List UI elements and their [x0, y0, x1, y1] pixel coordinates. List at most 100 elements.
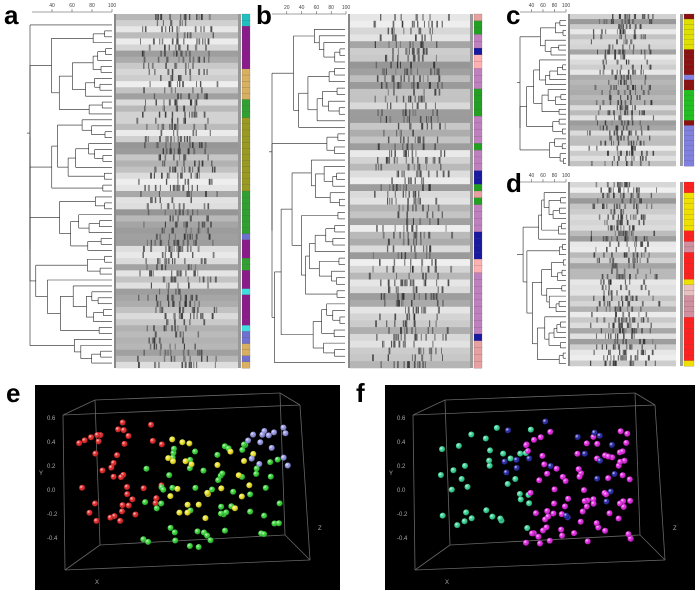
gel-band — [602, 59, 605, 65]
gel-band — [617, 90, 620, 96]
gel-band — [216, 306, 218, 314]
gel-band — [164, 87, 166, 94]
gel-band — [196, 44, 198, 51]
gel-band — [407, 204, 409, 212]
gel-band — [164, 209, 166, 216]
gel-band — [382, 231, 385, 239]
gel-band — [630, 130, 633, 136]
gel-band — [605, 59, 607, 65]
gel-band — [625, 236, 628, 242]
gel-lane — [350, 150, 470, 158]
gel-band — [649, 49, 652, 55]
gel-band — [190, 172, 192, 179]
gel-band — [173, 50, 175, 57]
gel-band — [153, 343, 156, 350]
gel-band — [395, 197, 397, 205]
gel-band — [192, 62, 194, 69]
gel-band — [622, 317, 625, 323]
gel-band — [620, 135, 622, 141]
gel-band — [180, 44, 182, 51]
gel-band — [165, 111, 167, 118]
gel-band — [199, 172, 200, 179]
gel-band — [604, 49, 606, 55]
point-shade — [551, 486, 558, 493]
gel-band — [164, 264, 167, 271]
gel-band — [602, 236, 605, 242]
gel-band — [590, 160, 593, 166]
gel-band — [630, 230, 632, 237]
gel-band — [414, 109, 417, 117]
point-shade — [581, 450, 588, 457]
gel-lane — [570, 263, 676, 269]
gel-band — [411, 225, 414, 232]
gel-band — [635, 203, 637, 210]
gel-band — [405, 156, 407, 164]
gel-band — [150, 239, 153, 246]
gel-band — [632, 84, 634, 90]
gel-band — [619, 182, 622, 188]
gel-band — [173, 129, 175, 137]
gel-band — [413, 361, 416, 368]
scale-label: 100 — [562, 173, 571, 179]
gel-band — [609, 241, 611, 247]
gel-band — [639, 95, 641, 101]
gel-band — [442, 299, 444, 307]
gel-band — [155, 294, 158, 301]
gel-band — [395, 41, 397, 49]
gel-band — [412, 48, 414, 55]
gel-band — [622, 209, 625, 215]
gel-band — [621, 198, 624, 204]
gel-band — [631, 110, 633, 116]
gel-band — [168, 81, 171, 88]
gel-band — [627, 120, 630, 126]
point-shade — [497, 515, 504, 522]
gel-band — [394, 34, 396, 42]
gel-band — [643, 236, 646, 242]
gel-band — [157, 56, 160, 63]
gel-band — [200, 349, 203, 356]
gel-band — [182, 349, 185, 356]
gel-band — [654, 274, 657, 280]
gel-band — [629, 225, 631, 231]
gel-band — [170, 136, 172, 143]
gel-band — [637, 355, 639, 361]
gel-band — [622, 24, 624, 30]
point-shade — [505, 427, 512, 434]
point-shade — [439, 512, 446, 519]
gel-band — [401, 252, 403, 260]
strip-cell — [241, 74, 251, 82]
gel-band — [154, 361, 155, 368]
strip-cell — [473, 61, 483, 69]
gel-band — [614, 49, 617, 55]
gel-band — [383, 293, 386, 300]
gel-band — [445, 225, 447, 232]
gel-band — [193, 270, 196, 277]
gel-band — [387, 136, 390, 144]
strip-cell — [683, 360, 695, 367]
gel-band — [421, 54, 424, 62]
gel-band — [418, 163, 421, 171]
gel-band — [629, 24, 631, 30]
gel-band — [380, 184, 382, 191]
gel-band — [617, 214, 619, 220]
gel-band — [212, 252, 215, 259]
gel-band — [176, 239, 179, 246]
point-shade — [209, 486, 216, 493]
gel-band — [620, 24, 623, 30]
gel-band — [618, 187, 621, 193]
gel-band — [406, 68, 409, 76]
gel-band — [159, 258, 161, 265]
gel-lane — [570, 268, 676, 275]
gel-band — [190, 50, 192, 57]
gel-lane — [350, 252, 470, 260]
point-shade — [594, 475, 601, 482]
gel-band — [144, 184, 146, 191]
gel-band — [408, 177, 410, 185]
point-shade — [532, 510, 539, 517]
gel-band — [632, 230, 634, 237]
gel-band — [395, 34, 397, 42]
gel-band — [205, 191, 207, 198]
axis-tick-label: 0.4 — [47, 440, 56, 446]
gel-band — [186, 233, 189, 240]
gel-band — [191, 111, 194, 118]
